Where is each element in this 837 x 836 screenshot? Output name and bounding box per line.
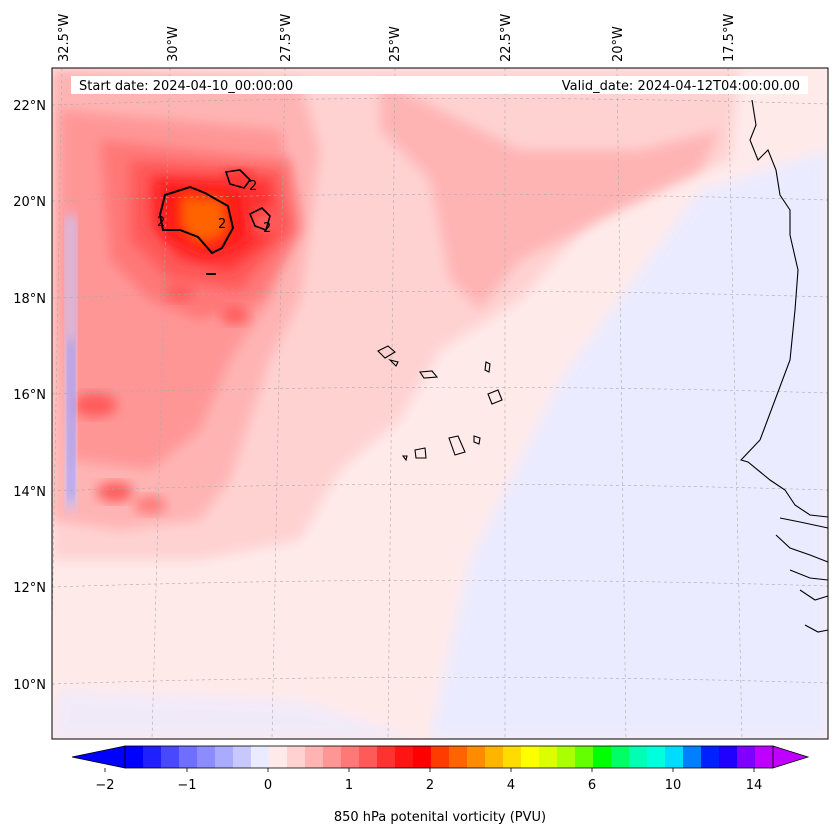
colorbar-segment bbox=[485, 746, 504, 768]
valid-date-label: Valid_date: 2024-04-12T04:00:00.00 bbox=[562, 79, 800, 94]
colorbar-segment bbox=[251, 746, 270, 768]
colorbar-segment bbox=[161, 746, 180, 768]
colorbar-segment bbox=[323, 746, 342, 768]
colorbar-segment bbox=[629, 746, 648, 768]
colorbar-segment bbox=[395, 746, 414, 768]
lon-label: 17.5°W bbox=[722, 14, 737, 62]
colorbar-tick-label: 6 bbox=[588, 778, 596, 793]
colorbar-segment bbox=[503, 746, 522, 768]
colorbar-segment bbox=[611, 746, 630, 768]
pv-filled-contours bbox=[52, 68, 828, 739]
colorbar-tick-label: 10 bbox=[665, 778, 682, 793]
colorbar-segment bbox=[269, 746, 288, 768]
colorbar-segment bbox=[557, 746, 576, 768]
colorbar-max-extend bbox=[772, 745, 810, 769]
lat-label: 10°N bbox=[13, 678, 46, 693]
colorbar-segment bbox=[665, 746, 684, 768]
lon-label: 25°W bbox=[388, 26, 403, 62]
colorbar-segment bbox=[449, 746, 468, 768]
graticule bbox=[52, 68, 828, 739]
lon-label: 20°W bbox=[611, 26, 626, 62]
contour-label: 2 bbox=[157, 215, 165, 230]
colorbar-segment bbox=[575, 746, 594, 768]
colorbar-title: 850 hPa potenital vorticity (PVU) bbox=[334, 810, 546, 825]
colorbar-segment bbox=[701, 746, 720, 768]
colorbar-min-extend bbox=[71, 745, 126, 769]
colorbar-segment bbox=[341, 746, 360, 768]
colorbar-segment bbox=[737, 746, 756, 768]
lon-label: 30°W bbox=[166, 26, 181, 62]
colorbar-segment bbox=[683, 746, 702, 768]
colorbar-tick-label: −2 bbox=[95, 778, 114, 793]
colorbar-segment bbox=[233, 746, 252, 768]
lat-label: 22°N bbox=[13, 99, 46, 114]
colorbar-segment bbox=[539, 746, 558, 768]
contour-label: 2 bbox=[263, 221, 271, 236]
colorbar-segment bbox=[179, 746, 198, 768]
colorbar-segment bbox=[143, 746, 162, 768]
contour-label: 2 bbox=[249, 179, 257, 194]
lat-label: 18°N bbox=[13, 292, 46, 307]
colorbar-segment bbox=[125, 746, 144, 768]
colorbar-segment bbox=[413, 746, 432, 768]
latitude-labels: 22°N 20°N 18°N 16°N 14°N 12°N 10°N bbox=[13, 99, 46, 693]
lon-label: 32.5°W bbox=[57, 14, 72, 62]
lon-label: 27.5°W bbox=[279, 14, 294, 62]
colorbar-segment bbox=[647, 746, 666, 768]
contour-label: 2 bbox=[218, 217, 226, 232]
colorbar-tick-label: 1 bbox=[345, 778, 353, 793]
lat-label: 14°N bbox=[13, 485, 46, 500]
colorbar-tick-label: −1 bbox=[177, 778, 196, 793]
longitude-labels: 32.5°W 30°W 27.5°W 25°W 22.5°W 20°W 17.5… bbox=[57, 14, 737, 62]
colorbar-segment bbox=[377, 746, 396, 768]
lat-label: 12°N bbox=[13, 581, 46, 596]
colorbar-segment bbox=[197, 746, 216, 768]
colorbar-segment bbox=[593, 746, 612, 768]
colorbar-segment bbox=[215, 746, 234, 768]
colorbar-frame bbox=[124, 745, 774, 769]
colorbar-segment bbox=[467, 746, 486, 768]
start-date-label: Start date: 2024-04-10_00:00:00 bbox=[79, 79, 293, 94]
colorbar-segment bbox=[719, 746, 738, 768]
coastlines bbox=[377, 99, 829, 633]
lon-label: 22.5°W bbox=[499, 14, 514, 62]
colorbar-segment bbox=[755, 746, 774, 768]
colorbar-tick-label: 0 bbox=[264, 778, 272, 793]
colorbar-segment bbox=[521, 746, 540, 768]
colorbar-segment bbox=[431, 746, 450, 768]
colorbar-tick-label: 2 bbox=[426, 778, 434, 793]
colorbar-segment bbox=[305, 746, 324, 768]
lat-label: 16°N bbox=[13, 388, 46, 403]
map-frame bbox=[51, 67, 829, 740]
colorbar: −2 −1 0 1 2 4 6 10 14 850 hPa potenital … bbox=[71, 745, 810, 825]
lat-label: 20°N bbox=[13, 195, 46, 210]
colorbar-segment bbox=[287, 746, 306, 768]
pv-2-contours bbox=[158, 169, 271, 275]
colorbar-segment bbox=[359, 746, 378, 768]
info-box bbox=[71, 76, 808, 94]
colorbar-tick-label: 14 bbox=[746, 778, 763, 793]
colorbar-tick-label: 4 bbox=[507, 778, 515, 793]
